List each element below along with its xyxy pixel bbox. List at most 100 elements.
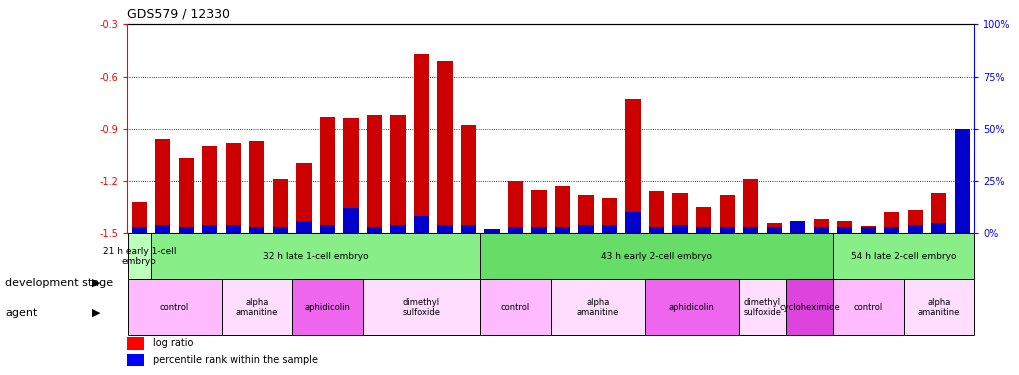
Bar	[390, 115, 406, 233]
Bar	[550, 279, 644, 335]
Bar	[695, 227, 710, 233]
Bar	[672, 193, 687, 233]
Bar	[813, 219, 828, 233]
Text: alpha
amanitine: alpha amanitine	[917, 297, 959, 317]
Bar	[131, 202, 147, 233]
Text: aphidicolin: aphidicolin	[668, 303, 714, 312]
Bar	[178, 158, 194, 233]
Text: ▶: ▶	[92, 278, 100, 288]
Bar	[202, 146, 217, 233]
Bar	[319, 117, 334, 233]
Bar	[837, 221, 852, 233]
Bar	[930, 223, 946, 233]
Bar	[272, 227, 287, 233]
Bar	[461, 225, 476, 233]
Bar	[833, 279, 903, 335]
Bar	[790, 223, 805, 233]
Bar	[178, 227, 194, 233]
Bar	[578, 225, 593, 233]
Bar	[554, 227, 570, 233]
Text: aphidicolin: aphidicolin	[304, 303, 350, 312]
Text: dimethyl
sulfoxide: dimethyl sulfoxide	[743, 297, 781, 317]
Bar	[272, 179, 287, 233]
Bar	[367, 115, 382, 233]
Bar	[249, 227, 264, 233]
Bar	[127, 233, 151, 279]
Bar	[833, 233, 973, 279]
Text: agent: agent	[5, 308, 38, 318]
Bar	[578, 195, 593, 233]
Bar	[291, 279, 363, 335]
Bar	[390, 225, 406, 233]
Bar	[738, 279, 786, 335]
Bar	[790, 220, 805, 233]
Bar	[437, 225, 452, 233]
Bar	[718, 227, 734, 233]
Bar	[554, 186, 570, 233]
Text: ▶: ▶	[92, 308, 100, 318]
Bar	[151, 233, 480, 279]
Text: 54 h late 2-cell embryo: 54 h late 2-cell embryo	[850, 252, 956, 261]
Text: 21 h early 1-cell
embryо: 21 h early 1-cell embryо	[102, 246, 176, 266]
Bar	[786, 279, 833, 335]
Text: control: control	[500, 303, 530, 312]
Bar	[437, 61, 452, 233]
Bar	[480, 279, 550, 335]
Bar	[954, 129, 969, 233]
Bar	[531, 227, 546, 233]
Bar	[672, 225, 687, 233]
Bar	[414, 54, 429, 233]
Bar	[155, 225, 170, 233]
Bar	[903, 279, 973, 335]
Bar	[484, 229, 499, 233]
Text: development stage: development stage	[5, 278, 113, 288]
Bar	[225, 142, 240, 233]
Bar	[813, 227, 828, 233]
Text: control: control	[160, 303, 189, 312]
Bar	[930, 193, 946, 233]
Bar	[601, 225, 616, 233]
Bar	[461, 125, 476, 233]
Bar	[695, 207, 710, 233]
Bar	[601, 198, 616, 233]
Bar	[625, 99, 640, 233]
Bar	[319, 225, 334, 233]
Bar	[907, 210, 922, 233]
Text: 43 h early 2-cell embryo: 43 h early 2-cell embryo	[600, 252, 711, 261]
Bar	[742, 179, 757, 233]
Text: dimethyl
sulfoxide: dimethyl sulfoxide	[403, 297, 440, 317]
Bar	[860, 226, 875, 233]
Text: log ratio: log ratio	[153, 339, 194, 348]
Bar	[860, 227, 875, 233]
Bar	[625, 212, 640, 233]
Bar	[363, 279, 480, 335]
Bar	[343, 118, 359, 233]
Bar	[507, 181, 523, 233]
Text: alpha
amanitine: alpha amanitine	[235, 297, 278, 317]
Text: alpha
amanitine: alpha amanitine	[576, 297, 619, 317]
Bar	[127, 354, 144, 366]
Bar	[507, 227, 523, 233]
Text: GDS579 / 12330: GDS579 / 12330	[127, 8, 230, 21]
Bar	[648, 227, 663, 233]
Bar	[131, 227, 147, 233]
Bar	[155, 139, 170, 233]
Text: percentile rank within the sample: percentile rank within the sample	[153, 355, 318, 365]
Bar	[249, 141, 264, 233]
Bar	[531, 189, 546, 233]
Bar	[883, 227, 899, 233]
Bar	[644, 279, 738, 335]
Text: 32 h late 1-cell embryo: 32 h late 1-cell embryo	[263, 252, 368, 261]
Bar	[648, 191, 663, 233]
Bar	[127, 279, 221, 335]
Bar	[742, 227, 757, 233]
Bar	[414, 216, 429, 233]
Bar	[127, 338, 144, 350]
Bar	[837, 227, 852, 233]
Bar	[296, 164, 311, 233]
Bar	[954, 130, 969, 233]
Bar	[766, 227, 782, 233]
Bar	[883, 212, 899, 233]
Bar	[367, 227, 382, 233]
Bar	[718, 195, 734, 233]
